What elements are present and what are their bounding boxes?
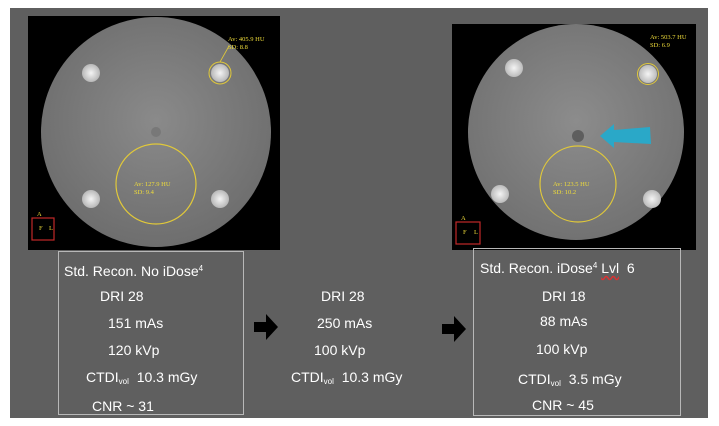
box-title-left: Std. Recon. No iDose4 <box>64 261 203 279</box>
ctdi-label: CTDI <box>86 369 119 385</box>
roi-top-sd: SD: 8.8 <box>228 43 248 51</box>
mas-middle: 250 mAs <box>317 315 373 331</box>
orientation-box <box>31 217 55 241</box>
roi-center <box>115 143 197 225</box>
ctdi-label: CTDI <box>291 369 324 385</box>
kvp-right: 100 kVp <box>536 341 588 357</box>
roi-center-sd: SD: 10.2 <box>553 188 577 196</box>
roi-top <box>637 63 659 85</box>
dri-middle: DRI 28 <box>321 288 365 304</box>
ct-image-left: Av: 405.9 HU SD: 8.8 Av: 127.9 HU SD: 9.… <box>28 16 280 250</box>
slide: Av: 405.9 HU SD: 8.8 Av: 127.9 HU SD: 9.… <box>10 8 708 418</box>
ctdi-sub: vol <box>550 379 561 388</box>
ctdi-value: 3.5 mGy <box>568 371 622 387</box>
insert-top-left <box>82 64 100 82</box>
box-title-sup: 4 <box>198 264 204 273</box>
insert-top-left <box>505 59 523 77</box>
orient-right: L <box>474 229 478 236</box>
insert-center <box>151 127 161 137</box>
ctdi-middle: CTDIvol 10.3 mGy <box>291 369 402 390</box>
ctdi-sub: vol <box>118 377 129 386</box>
dri-right: DRI 18 <box>542 288 586 304</box>
orient-right: L <box>49 225 53 232</box>
params-box-right <box>473 248 681 416</box>
arrow-right-icon <box>254 314 278 340</box>
roi-center-readout: Av: 123.5 HU SD: 10.2 <box>553 181 590 196</box>
dri-left: DRI 28 <box>100 288 144 304</box>
arrow-right-icon <box>442 316 466 342</box>
ctdi-left: CTDIvol 10.3 mGy <box>86 369 197 390</box>
ctdi-right: CTDIvol 3.5 mGy <box>518 371 622 392</box>
box-title-right: Std. Recon. iDose4 Lvl 6 <box>480 258 635 276</box>
orient-top: A <box>37 211 42 218</box>
roi-center-mean: Av: 123.5 HU <box>553 181 590 188</box>
orient-left: F <box>463 229 467 236</box>
ct-image-right: Av: 503.7 HU SD: 6.9 Av: 123.5 HU SD: 10… <box>452 24 696 250</box>
box-title-num: 6 <box>626 260 635 276</box>
insert-top-right <box>639 65 657 83</box>
insert-top-right <box>211 64 229 82</box>
ctdi-value: 10.3 mGy <box>341 369 403 385</box>
kvp-left: 120 kVp <box>108 342 160 358</box>
roi-top-readout: Av: 503.7 HU SD: 6.9 <box>650 34 687 49</box>
box-title-sup: 4 <box>592 261 598 270</box>
roi-top-mean: Av: 405.9 HU <box>228 36 265 43</box>
mas-left: 151 mAs <box>108 315 164 331</box>
box-title-text: Std. Recon. No iDose <box>64 263 199 279</box>
mas-right: 88 mAs <box>540 313 588 329</box>
roi-top-sd: SD: 6.9 <box>650 41 670 49</box>
orient-top: A <box>461 215 466 222</box>
phantom-right <box>455 24 684 245</box>
roi-center <box>539 145 617 223</box>
phantom-left <box>31 17 271 247</box>
ctdi-sub: vol <box>323 377 334 386</box>
roi-center-mean: Av: 127.9 HU <box>134 181 171 188</box>
cnr-right: CNR ~ 45 <box>532 397 594 413</box>
insert-bottom-right <box>211 190 229 208</box>
params-box-left <box>58 251 244 415</box>
insert-bottom-left <box>82 190 100 208</box>
ctdi-label: CTDI <box>518 371 551 387</box>
lesion-arrow <box>600 124 651 148</box>
insert-bottom-right <box>643 190 661 208</box>
insert-center <box>572 130 584 142</box>
box-title-text: Std. Recon. iDose <box>480 260 593 276</box>
roi-center-readout: Av: 127.9 HU SD: 9.4 <box>134 181 171 196</box>
roi-center-sd: SD: 9.4 <box>134 188 154 196</box>
orientation-box <box>455 221 481 245</box>
ctdi-value: 10.3 mGy <box>136 369 198 385</box>
kvp-middle: 100 kVp <box>314 342 366 358</box>
roi-top-readout: Av: 405.9 HU SD: 8.8 <box>228 36 265 51</box>
roi-top-mean: Av: 503.7 HU <box>650 34 687 41</box>
orient-left: F <box>39 225 43 232</box>
box-title-lvl: Lvl <box>601 260 620 276</box>
insert-bottom-left <box>491 185 509 203</box>
cnr-left: CNR ~ 31 <box>92 398 154 414</box>
